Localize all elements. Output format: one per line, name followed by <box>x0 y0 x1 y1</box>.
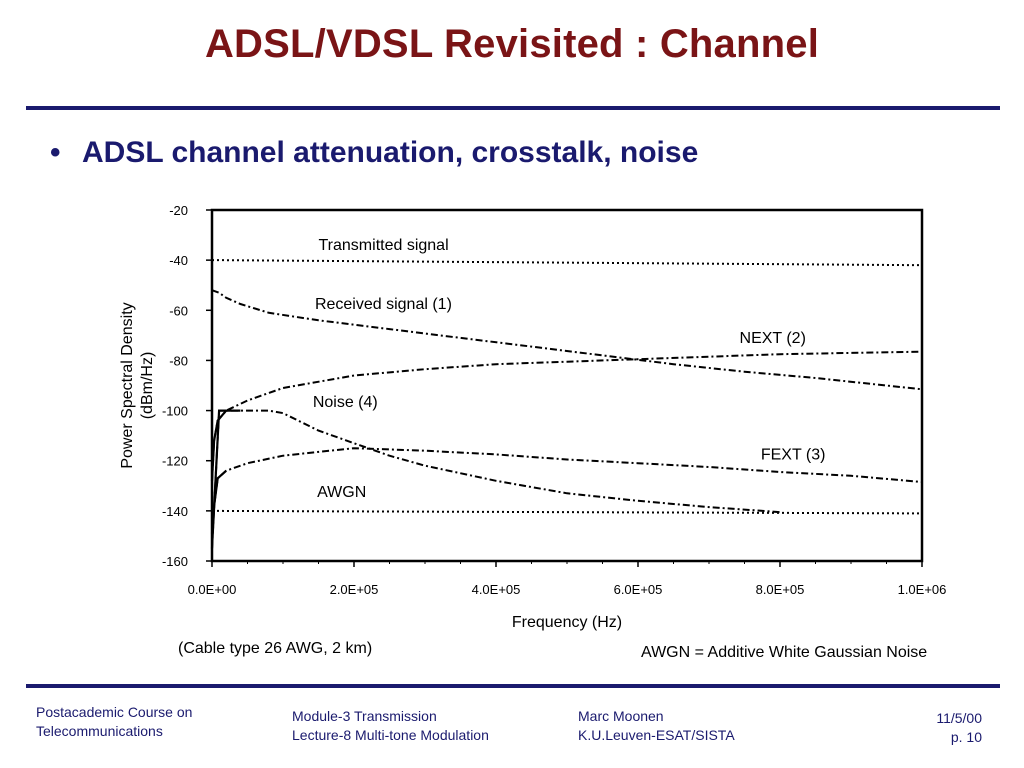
y-tick-label: -120 <box>162 454 188 469</box>
x-tick-label: 1.0E+06 <box>898 582 947 597</box>
cable-type-note: (Cable type 26 AWG, 2 km) <box>178 640 372 657</box>
y-tick-label: -60 <box>169 303 188 318</box>
y-axis-label: Power Spectral Density (dBm/Hz) <box>119 302 156 468</box>
series-line <box>211 289 923 391</box>
x-axis-label: Frequency (Hz) <box>512 614 622 631</box>
footer-author-line2: K.U.Leuven-ESAT/SISTA <box>578 727 735 743</box>
series-line <box>211 259 923 267</box>
footer-module-line2: Lecture-8 Multi-tone Modulation <box>292 727 489 743</box>
curve-label: AWGN <box>317 484 366 501</box>
x-tick-label: 6.0E+05 <box>614 582 663 597</box>
footer-date-page: 11/5/00 p. 10 <box>936 709 982 747</box>
curve-label: Received signal (1) <box>315 296 452 313</box>
x-tick-label: 0.0E+00 <box>188 582 237 597</box>
curve-label: Transmitted signal <box>319 237 449 254</box>
y-tick-label: -140 <box>162 504 188 519</box>
footer-course-line1: Postacademic Course on <box>36 704 193 720</box>
y-axis-label-line: (dBm/Hz) <box>139 352 156 420</box>
footer-author-line1: Marc Moonen <box>578 708 664 724</box>
series-line <box>211 509 923 515</box>
series-line <box>211 409 781 549</box>
footer-author: Marc Moonen K.U.Leuven-ESAT/SISTA <box>578 707 735 745</box>
footer-module-line1: Module-3 Transmission <box>292 708 437 724</box>
series-line-rise <box>210 409 241 549</box>
bullet-text: ADSL channel attenuation, crosstalk, noi… <box>82 136 699 169</box>
bullet-item: • ADSL channel attenuation, crosstalk, no… <box>50 136 698 170</box>
y-tick-label: -40 <box>169 253 188 268</box>
y-tick-label: -20 <box>169 203 188 218</box>
curve-label: FEXT (3) <box>761 446 826 463</box>
footer-course: Postacademic Course on Telecommunication… <box>36 703 192 741</box>
bullet-dot-icon: • <box>50 136 61 169</box>
x-tick-label: 8.0E+05 <box>756 582 805 597</box>
footer-divider <box>26 684 1000 688</box>
footer-course-line2: Telecommunications <box>36 723 163 739</box>
footer-page: p. 10 <box>950 729 982 745</box>
footer-module: Module-3 Transmission Lecture-8 Multi-to… <box>292 707 489 745</box>
footer-date: 11/5/00 <box>936 710 982 726</box>
series-line-rise <box>210 409 228 481</box>
curve-label: Noise (4) <box>313 394 378 411</box>
x-tick-label: 2.0E+05 <box>330 582 379 597</box>
y-tick-label: -100 <box>162 404 188 419</box>
curve-label: NEXT (2) <box>740 330 806 347</box>
awgn-definition-note: AWGN = Additive White Gaussian Noise <box>641 644 927 661</box>
y-axis-label-line: Power Spectral Density <box>119 302 136 468</box>
y-tick-label: -160 <box>162 554 188 569</box>
y-tick-label: -80 <box>169 353 188 368</box>
x-tick-label: 4.0E+05 <box>472 582 521 597</box>
title-divider <box>26 106 1000 110</box>
slide-title: ADSL/VDSL Revisited : Channel <box>204 22 820 66</box>
